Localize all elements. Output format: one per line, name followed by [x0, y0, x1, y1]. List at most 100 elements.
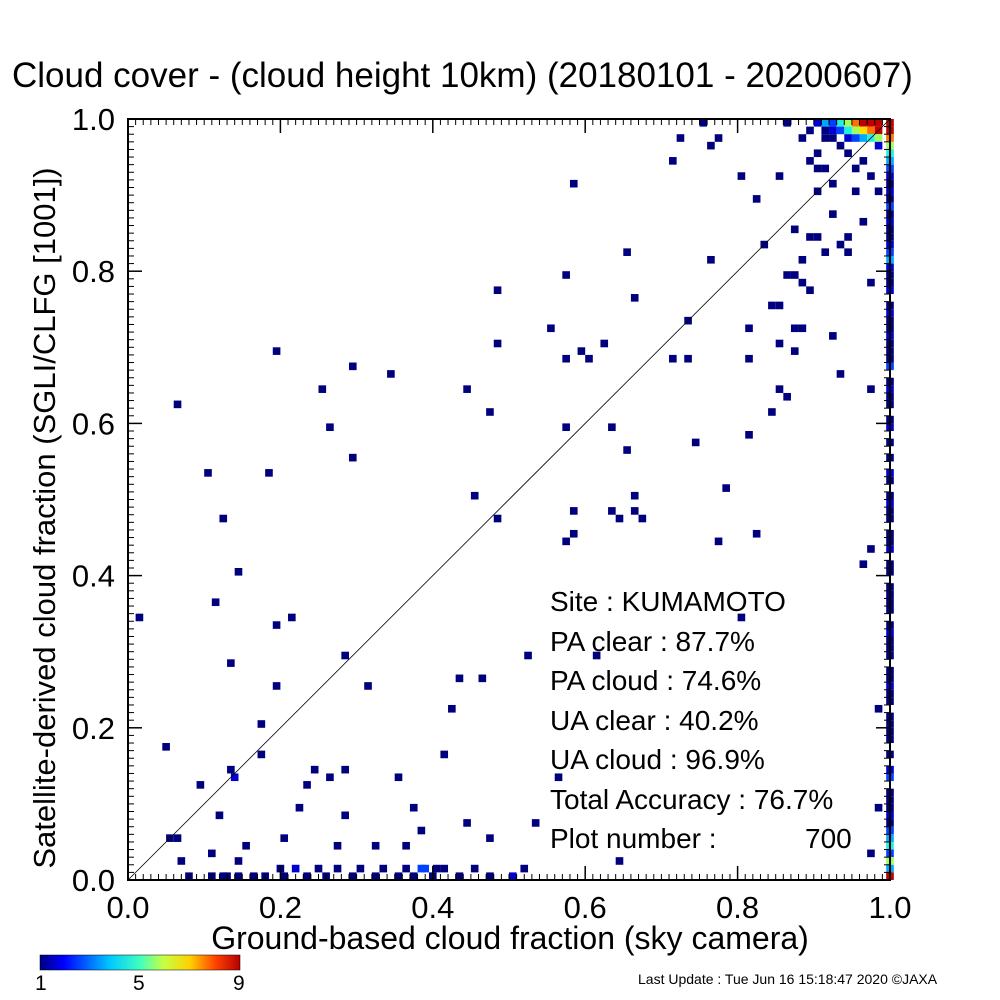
- heatmap-cell: [257, 750, 266, 759]
- heatmap-cell: [234, 857, 243, 865]
- heatmap-cell: [470, 864, 479, 873]
- heatmap-cell: [394, 773, 403, 782]
- colorbar-min-label: 1: [35, 972, 47, 995]
- heatmap-cell: [173, 400, 182, 409]
- heatmap-cell: [859, 157, 868, 165]
- heatmap-cell: [569, 529, 578, 538]
- heatmap-cell: [691, 438, 700, 447]
- heatmap-cell: [836, 370, 845, 378]
- x-tick-label: 0.4: [411, 890, 454, 925]
- heatmap-cell: [303, 781, 311, 789]
- heatmap-cell: [219, 514, 228, 523]
- heatmap-cell: [874, 134, 883, 142]
- heatmap-cell: [310, 765, 319, 774]
- heatmap-cell: [486, 408, 494, 416]
- heatmap-cell: [874, 187, 883, 196]
- heatmap-cell: [790, 225, 799, 234]
- heatmap-cell: [874, 803, 883, 812]
- heatmap-cell: [699, 119, 708, 127]
- heatmap-cell: [714, 537, 723, 546]
- heatmap-cell: [486, 872, 494, 880]
- heatmap-cell: [836, 141, 845, 150]
- heatmap-cell: [821, 119, 830, 127]
- heatmap-cell: [768, 301, 776, 310]
- y-tick-label: 0.2: [72, 711, 115, 746]
- heatmap-cell: [455, 872, 464, 880]
- colorbar-max-label: 9: [233, 972, 245, 995]
- heatmap-cell: [821, 164, 830, 173]
- heatmap-cell: [813, 233, 822, 241]
- heatmap-cell: [851, 126, 860, 135]
- heatmap-cell: [440, 864, 449, 873]
- heatmap-cell: [608, 507, 616, 515]
- x-tick-label: 0.8: [716, 890, 759, 925]
- heatmap-cell: [295, 803, 304, 812]
- heatmap-cell: [623, 446, 631, 454]
- heatmap-cell: [798, 134, 807, 142]
- heatmap-cell: [230, 773, 239, 782]
- heatmap-cell: [790, 347, 799, 355]
- heatmap-cell: [829, 134, 837, 142]
- heatmap-cell: [486, 834, 494, 842]
- heatmap-cell: [737, 172, 746, 180]
- heatmap-cell: [592, 651, 601, 660]
- heatmap-cell: [851, 164, 860, 173]
- heatmap-cell: [577, 347, 586, 355]
- heatmap-cell: [585, 354, 593, 363]
- heatmap-cell: [288, 613, 296, 622]
- heatmap-cell: [813, 164, 822, 173]
- y-tick-label: 0.8: [72, 254, 115, 289]
- heatmap-cell: [272, 682, 281, 690]
- heatmap-cell: [379, 864, 388, 873]
- minor-ticks: [127, 118, 891, 881]
- heatmap-cell: [638, 514, 647, 523]
- heatmap-cell: [851, 119, 860, 127]
- heatmap-cell: [707, 141, 715, 150]
- heatmap-cell: [470, 491, 479, 500]
- heatmap-cell: [303, 872, 311, 880]
- heatmap-cell: [432, 864, 441, 873]
- heatmap-cell: [394, 872, 403, 880]
- ua-cloud: UA cloud : 96.9%: [550, 744, 765, 775]
- heatmap-cell: [806, 233, 814, 241]
- heatmap-cell: [562, 537, 570, 546]
- heatmap-cell: [844, 126, 852, 135]
- heatmap-cell: [562, 271, 570, 279]
- heatmap-cell: [448, 704, 456, 713]
- x-axis-label: Ground-based cloud fraction (sky camera): [211, 920, 809, 956]
- x-tick-label: 1.0: [868, 890, 911, 925]
- heatmap-cell: [867, 545, 875, 553]
- ua-clear: UA clear : 40.2%: [550, 704, 759, 736]
- y-tick-label: 0.0: [72, 863, 115, 898]
- heatmap-cell: [874, 704, 883, 713]
- heatmap-cell: [775, 172, 784, 180]
- heatmap-cell: [341, 651, 349, 660]
- heatmap-cell: [356, 864, 365, 873]
- heatmap-cell: [867, 278, 875, 287]
- heatmap-cell: [364, 682, 372, 690]
- plot-number-value: 700: [805, 823, 852, 854]
- heatmap-cell: [669, 157, 677, 165]
- heatmap-cell: [676, 134, 685, 142]
- heatmap-cell: [844, 134, 852, 142]
- heatmap-cell: [341, 811, 349, 820]
- y-tick-label: 0.4: [72, 559, 115, 594]
- heatmap-cell: [341, 765, 349, 774]
- heatmap-cell: [844, 233, 852, 241]
- heatmap-cell: [707, 255, 715, 264]
- heatmap-cell: [234, 567, 243, 576]
- heatmap-cell: [524, 651, 532, 660]
- heatmap-cell: [798, 278, 807, 287]
- heatmap-cell: [829, 210, 837, 218]
- heatmap-cell: [493, 514, 502, 523]
- y-tick-label: 0.6: [72, 406, 115, 441]
- heatmap-cell: [829, 126, 837, 135]
- heatmap-cell: [806, 157, 814, 165]
- heatmap-cell: [851, 187, 860, 196]
- heatmap-cell: [874, 141, 883, 150]
- heatmap-cell: [440, 750, 449, 759]
- heatmap-cell: [208, 849, 216, 858]
- heatmap-cell: [265, 469, 273, 477]
- heatmap-cell: [387, 370, 395, 378]
- heatmap-cell: [813, 119, 822, 127]
